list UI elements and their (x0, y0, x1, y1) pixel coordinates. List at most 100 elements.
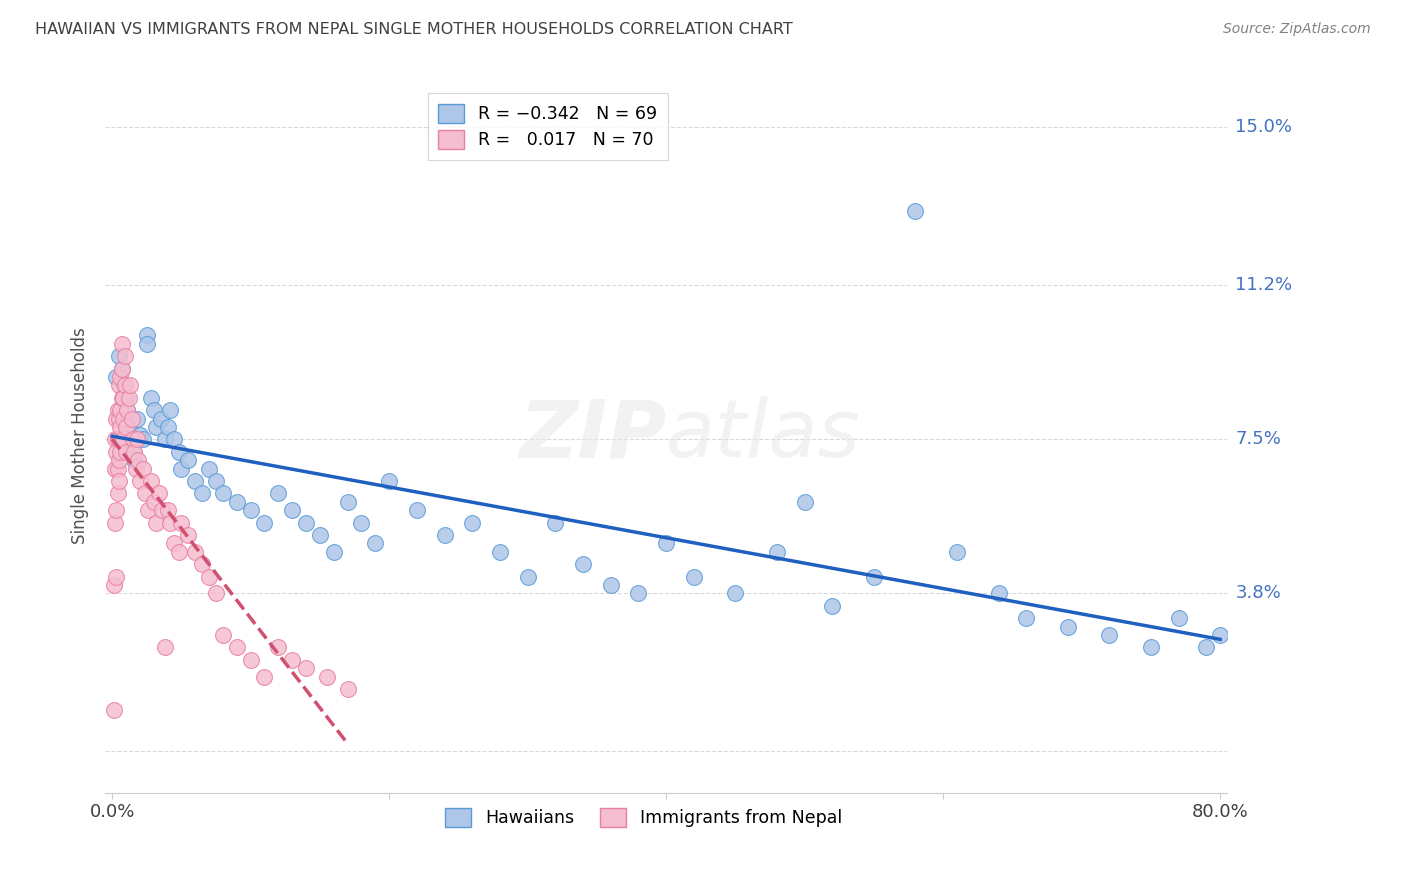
Point (128, 474, 150, 488)
Text: 11.2%: 11.2% (1236, 277, 1292, 294)
Point (111, 361, 134, 376)
Point (156, 420, 179, 434)
Point (118, 391, 141, 405)
Point (170, 516, 193, 530)
Point (793, 495, 815, 509)
Point (1098, 628, 1121, 642)
Point (212, 628, 235, 642)
Point (131, 433, 153, 447)
Point (322, 545, 344, 559)
Point (108, 378, 131, 392)
Point (107, 461, 129, 475)
Point (114, 378, 136, 392)
Point (159, 403, 181, 417)
Point (111, 336, 134, 351)
Point (378, 474, 401, 488)
Point (1015, 611, 1038, 625)
Point (724, 586, 747, 600)
Point (212, 486, 235, 500)
Point (239, 653, 262, 667)
Point (134, 486, 156, 500)
Y-axis label: Single Mother Households: Single Mother Households (72, 326, 89, 543)
Point (489, 545, 512, 559)
Point (139, 391, 162, 405)
Text: Source: ZipAtlas.com: Source: ZipAtlas.com (1223, 22, 1371, 37)
Point (253, 669, 276, 683)
Point (153, 640, 176, 655)
Point (315, 669, 337, 683)
Point (267, 640, 290, 655)
Point (105, 503, 128, 517)
Point (131, 461, 153, 475)
Point (121, 433, 143, 447)
Point (107, 403, 129, 417)
Point (177, 453, 200, 467)
Point (128, 428, 150, 442)
Point (572, 557, 595, 571)
Point (184, 545, 207, 559)
Point (150, 503, 173, 517)
Point (110, 370, 132, 384)
Point (103, 703, 125, 717)
Point (107, 433, 129, 447)
Point (225, 640, 247, 655)
Point (267, 486, 290, 500)
Point (104, 433, 127, 447)
Point (156, 503, 179, 517)
Point (191, 486, 214, 500)
Point (122, 445, 145, 459)
Point (163, 433, 186, 447)
Point (163, 536, 186, 550)
Point (125, 461, 148, 475)
Point (124, 445, 146, 459)
Point (281, 653, 304, 667)
Point (627, 586, 650, 600)
Text: 3.8%: 3.8% (1236, 584, 1281, 602)
Point (177, 528, 200, 542)
Point (110, 403, 132, 417)
Point (103, 578, 125, 592)
Point (149, 411, 172, 425)
Point (599, 578, 621, 592)
Point (167, 545, 190, 559)
Point (1140, 640, 1163, 655)
Point (1195, 640, 1218, 655)
Point (105, 569, 128, 583)
Point (122, 433, 145, 447)
Point (239, 503, 262, 517)
Point (111, 391, 134, 405)
Point (105, 411, 128, 425)
Point (159, 516, 181, 530)
Point (167, 445, 190, 459)
Point (112, 378, 135, 392)
Text: HAWAIIAN VS IMMIGRANTS FROM NEPAL SINGLE MOTHER HOUSEHOLDS CORRELATION CHART: HAWAIIAN VS IMMIGRANTS FROM NEPAL SINGLE… (35, 22, 793, 37)
Point (205, 586, 228, 600)
Point (108, 453, 131, 467)
Point (544, 516, 567, 530)
Point (105, 445, 128, 459)
Point (205, 474, 228, 488)
Point (142, 403, 165, 417)
Point (110, 420, 132, 434)
Point (110, 445, 132, 459)
Point (108, 474, 131, 488)
Point (117, 403, 139, 417)
Point (148, 486, 170, 500)
Point (112, 391, 135, 405)
Point (281, 503, 304, 517)
Point (350, 516, 373, 530)
Point (114, 349, 136, 363)
Point (253, 516, 276, 530)
Point (198, 569, 221, 583)
Point (145, 516, 167, 530)
Point (142, 495, 165, 509)
Point (118, 420, 141, 434)
Point (461, 516, 484, 530)
Point (125, 411, 148, 425)
Point (117, 403, 139, 417)
Point (516, 569, 538, 583)
Point (135, 328, 157, 343)
Point (135, 336, 157, 351)
Point (108, 433, 131, 447)
Point (433, 528, 456, 542)
